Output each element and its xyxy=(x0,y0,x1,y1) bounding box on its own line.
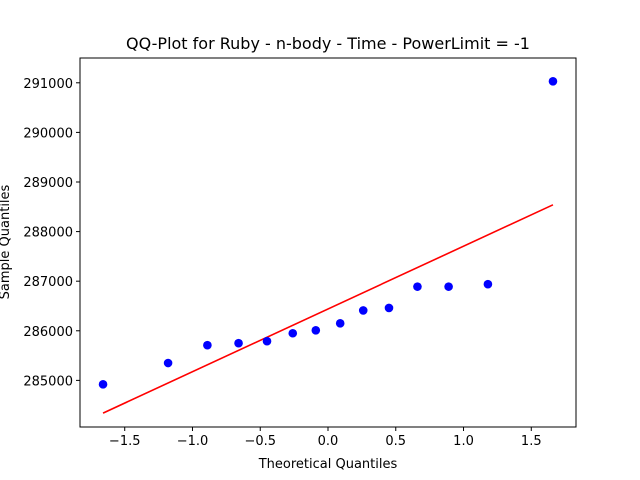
x-tick-label: 0.5 xyxy=(385,434,406,449)
y-tick-label: 290000 xyxy=(23,126,73,141)
data-point xyxy=(413,282,422,291)
x-tick-label: −1.0 xyxy=(177,434,209,449)
data-point xyxy=(163,358,173,368)
data-point xyxy=(98,380,108,389)
data-point xyxy=(483,279,493,289)
y-tick-label: 285000 xyxy=(23,374,73,389)
chart-title: QQ-Plot for Ruby - n-body - Time - Power… xyxy=(126,34,530,53)
data-point xyxy=(548,77,558,86)
y-tick-label: 286000 xyxy=(23,325,73,340)
data-point xyxy=(444,282,453,291)
y-axis-label: Sample Quantiles xyxy=(0,184,13,299)
x-tick-label: 1.5 xyxy=(521,434,542,449)
data-point xyxy=(384,303,394,313)
y-tick-label: 291000 xyxy=(23,77,73,92)
x-axis-label: Theoretical Quantiles xyxy=(258,457,398,472)
y-tick-label: 289000 xyxy=(23,176,73,191)
data-point xyxy=(234,338,243,348)
data-point xyxy=(335,319,345,328)
data-point xyxy=(358,306,368,315)
data-point xyxy=(288,328,298,338)
data-point xyxy=(311,325,321,335)
reference-line xyxy=(102,204,554,414)
data-point xyxy=(262,336,272,346)
x-tick-label: 0.0 xyxy=(318,434,339,449)
x-tick-label: −1.5 xyxy=(109,434,141,449)
x-tick-label: −0.5 xyxy=(244,434,276,449)
x-tick-label: 1.0 xyxy=(453,434,474,449)
plot-area: −1.5 −1.0 −0.5 0.0 0.5 1.0 1.5 285000 286000 2870… xyxy=(23,77,558,449)
data-point xyxy=(203,340,212,350)
plot-frame xyxy=(79,57,577,428)
y-tick-label: 287000 xyxy=(23,275,73,290)
y-tick-label: 288000 xyxy=(23,226,73,241)
